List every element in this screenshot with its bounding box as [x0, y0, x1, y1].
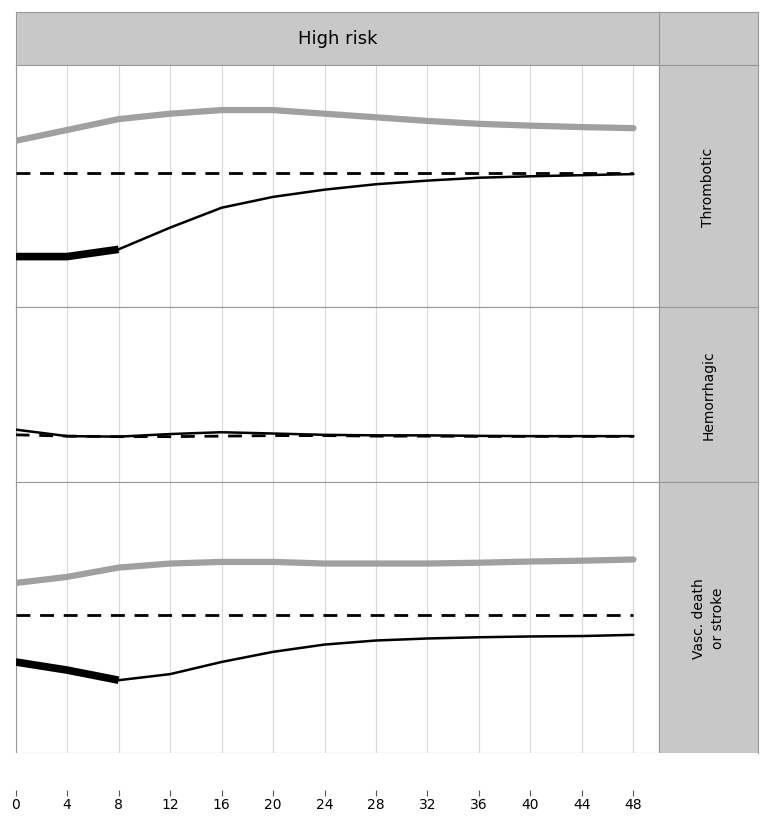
Text: Thrombotic: Thrombotic — [701, 147, 715, 227]
Text: Hemorrhagic: Hemorrhagic — [701, 350, 715, 440]
Text: High risk: High risk — [298, 30, 377, 48]
Text: Vasc. death
or stroke: Vasc. death or stroke — [692, 578, 725, 658]
